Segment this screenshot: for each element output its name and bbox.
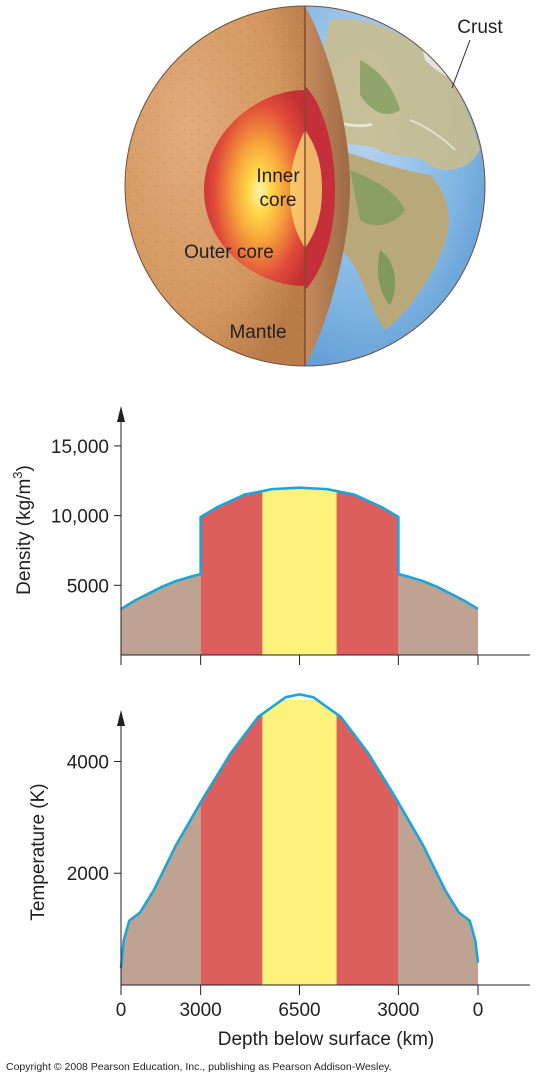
chart0-ytick-label-1: 10,000 (51, 507, 109, 528)
chart0-ytick-label-0: 5000 (67, 576, 109, 597)
chart1-xtick-label-3: 3000 (377, 1000, 419, 1021)
density-y-axis-arrow (117, 406, 125, 422)
copyright-notice: Copyright © 2008 Pearson Education, Inc.… (6, 1061, 392, 1073)
inner-core-label-line2: core (260, 190, 297, 211)
density-mask (119, 405, 538, 655)
temperature-y-axis-arrow (117, 710, 125, 726)
crust-label: Crust (457, 17, 503, 38)
density-curve (120, 486, 479, 611)
inner-core-label-line1: Inner (256, 166, 300, 187)
chart1-ytick-label-1: 4000 (67, 752, 109, 773)
chart1-xtick-label-0: 0 (116, 1000, 127, 1021)
chart1-xtick-label-4: 0 (473, 1000, 484, 1021)
depth-x-axis-label: Depth below surface (km) (218, 1029, 434, 1050)
chart0-ytick-label-2: 15,000 (51, 437, 109, 458)
density-y-axis-label: Density (kg/m3) (10, 465, 35, 595)
crust-leader-line (451, 39, 471, 89)
inner-core-section (290, 130, 322, 248)
earth-cutaway: Crust Inner core Outer core Mantle (124, 5, 503, 367)
density-y-ticks: 5000 10,000 15,000 (51, 437, 121, 597)
temperature-y-axis-label: Temperature (K) (28, 783, 49, 920)
chart1-ytick-label-0: 2000 (67, 864, 109, 885)
temperature-curve (119, 693, 480, 969)
outer-core-section (204, 90, 305, 286)
chart1-band-2 (262, 700, 337, 985)
temperature-y-ticks: 2000 4000 (67, 752, 121, 885)
chart1-xtick-label-2: 6500 (278, 1000, 320, 1021)
temperature-x-ticks: 0 3000 6500 3000 0 (116, 985, 484, 1021)
density-chart: 5000 10,000 15,000 Density (kg/m3) (10, 405, 538, 665)
temperature-mask (119, 680, 538, 985)
chart1-xtick-label-1: 3000 (179, 1000, 221, 1021)
mantle-label: Mantle (229, 322, 286, 343)
outer-core-label: Outer core (184, 242, 274, 263)
density-x-ticks (120, 655, 479, 665)
